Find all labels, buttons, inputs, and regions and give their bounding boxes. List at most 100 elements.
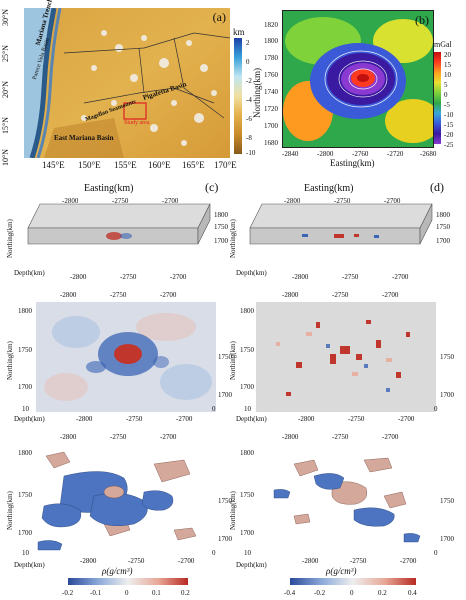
panel-c-colorbar-label: ρ(g/cm³) — [102, 566, 133, 576]
easting-tick: -2700 — [382, 291, 399, 299]
colorbar-tick: -6 — [246, 115, 252, 123]
northing-label: Northing(km) — [229, 219, 237, 258]
easting-tick: -2800 — [284, 197, 301, 205]
northing-tick: 1800 — [214, 211, 228, 219]
northing-tick: 1700 — [18, 383, 32, 391]
easting-tick: -2750 — [348, 415, 365, 423]
easting-tick: -2750 — [120, 273, 137, 281]
lat-tick: 25°N — [1, 45, 10, 62]
colorbar-tick: 0.4 — [408, 589, 417, 597]
panel-d-slab-top — [249, 203, 433, 245]
colorbar-tick: 5 — [444, 81, 448, 89]
depth-label: Depth(km) — [14, 415, 45, 423]
panel-c-colorbar — [68, 578, 188, 585]
easting-tick: -2800 — [60, 291, 77, 299]
lon-tick: 160°E — [148, 160, 171, 170]
colorbar-tick: -0.4 — [284, 589, 296, 597]
colorbar-tick: -2 — [246, 77, 252, 85]
easting-tick: -2750 — [110, 291, 127, 299]
depth-label: Depth(km) — [14, 561, 45, 569]
easting-tick: -2800 — [80, 557, 97, 565]
panel-a-unit: km — [233, 27, 245, 37]
northing-tick: 1800 — [240, 449, 254, 457]
panel-b-label: (b) — [415, 13, 429, 27]
northing-tick: 1700 — [440, 535, 454, 543]
easting-tick: -2750 — [126, 415, 143, 423]
panel-d-colorbar — [290, 578, 416, 585]
northing-tick: 1700 — [214, 237, 228, 245]
northing-tick: 1750 — [18, 346, 32, 354]
northing-label: Northing(km) — [229, 341, 237, 380]
y-tick: 1780 — [264, 54, 278, 62]
easting-tick: -2750 — [342, 273, 359, 281]
easting-tick: -2700 — [160, 433, 177, 441]
lon-tick: 170°E — [214, 160, 237, 170]
gravity-anomaly-map — [283, 11, 441, 147]
colorbar-tick: -10 — [444, 111, 454, 119]
lat-tick: 10°N — [1, 149, 10, 166]
easting-tick: -2750 — [110, 433, 127, 441]
panel-a-colorbar — [234, 38, 242, 154]
panel-b-xlabel: Easting(km) — [330, 158, 375, 168]
northing-tick: 1800 — [18, 307, 32, 315]
depth-tick: 0 — [434, 405, 438, 413]
colorbar-tick: -4 — [246, 96, 252, 104]
colorbar-tick: -10 — [246, 149, 256, 157]
depth-label: Depth(km) — [236, 269, 267, 277]
colorbar-tick: 0 — [444, 91, 448, 99]
colorbar-tick: -15 — [444, 121, 454, 129]
panel-d-isosurface — [273, 457, 421, 543]
depth-tick: 0 — [212, 405, 216, 413]
y-tick: 1760 — [264, 71, 278, 79]
y-tick: 1720 — [264, 105, 278, 113]
y-tick: 1740 — [264, 88, 278, 96]
northing-tick: 1750 — [218, 353, 232, 361]
easting-tick: -2750 — [332, 433, 349, 441]
colorbar-tick: 0 — [350, 589, 354, 597]
easting-tick: -2700 — [160, 291, 177, 299]
northing-tick: 1750 — [440, 353, 454, 361]
depth-tick: 10 — [22, 549, 29, 557]
northing-label: Northing(km) — [6, 491, 14, 530]
colorbar-tick: 20 — [444, 51, 451, 59]
panel-d-easting-title: Easting(km) — [304, 183, 354, 194]
depth-tick: 0 — [434, 549, 438, 557]
x-tick: -2760 — [352, 150, 369, 158]
depth-label: Depth(km) — [14, 269, 45, 277]
colorbar-tick: 10 — [444, 71, 451, 79]
lat-tick: 30°N — [1, 9, 10, 26]
northing-tick: 1800 — [18, 449, 32, 457]
northing-tick: 1750 — [214, 223, 228, 231]
colorbar-tick: -25 — [444, 141, 454, 149]
northing-label: Northing(km) — [6, 341, 14, 380]
panel-c-easting-title: Easting(km) — [84, 183, 134, 194]
northing-tick: 1700 — [240, 383, 254, 391]
easting-tick: -2700 — [400, 557, 417, 565]
colorbar-tick: 2 — [246, 39, 250, 47]
easting-tick: -2700 — [176, 415, 193, 423]
depth-tick: 10 — [22, 405, 29, 413]
panel-c-isosurface — [37, 451, 197, 551]
northing-tick: 1750 — [18, 491, 32, 499]
depth-label: Depth(km) — [236, 415, 267, 423]
colorbar-tick: -8 — [246, 134, 252, 142]
x-tick: -2840 — [282, 150, 299, 158]
northing-tick: 1750 — [240, 491, 254, 499]
easting-tick: -2750 — [350, 557, 367, 565]
northing-tick: 1700 — [218, 535, 232, 543]
northing-tick: 1750 — [436, 223, 450, 231]
panel-d-label: (d) — [430, 180, 444, 194]
northing-tick: 1800 — [240, 307, 254, 315]
easting-tick: -2700 — [162, 197, 179, 205]
lon-tick: 150°E — [78, 160, 101, 170]
easting-tick: -2800 — [62, 197, 79, 205]
colorbar-tick: -0.1 — [90, 589, 102, 597]
panel-b-map: (b) — [282, 10, 441, 148]
colorbar-tick: 0.1 — [152, 589, 161, 597]
panel-a-map: Mariana Trench Parece Vela Basin Pigafet… — [24, 0, 231, 159]
northing-tick: 1700 — [440, 391, 454, 399]
easting-tick: -2800 — [302, 557, 319, 565]
easting-tick: -2700 — [398, 415, 415, 423]
y-tick: 1700 — [264, 122, 278, 130]
x-tick: -2800 — [317, 150, 334, 158]
